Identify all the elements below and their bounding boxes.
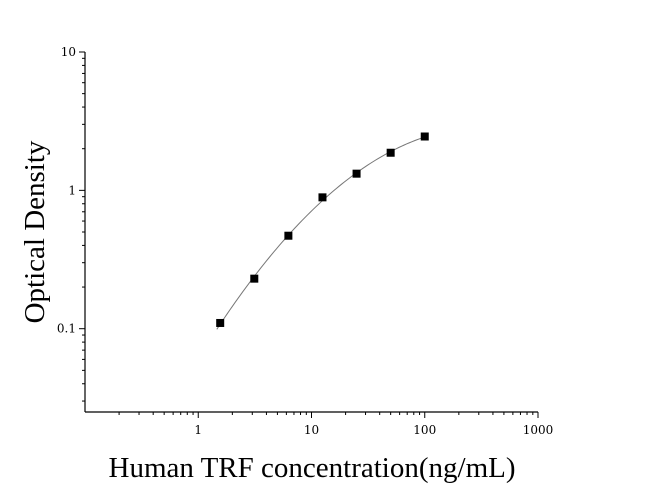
data-point: [386, 148, 395, 157]
x-axis-ticks: 1 10 100 1000: [118, 412, 554, 437]
fit-curve-group: [216, 136, 425, 330]
data-point: [420, 132, 429, 141]
y-axis-ticks: 0.1 1 10: [57, 45, 85, 402]
x-tick-label: 1000: [523, 423, 554, 437]
data-point: [250, 274, 259, 283]
y-tick-label: 10: [61, 45, 76, 59]
y-tick-label: 0.1: [57, 322, 76, 336]
data-point: [318, 193, 327, 202]
x-tick-label: 1: [194, 423, 202, 437]
x-tick-label: 10: [304, 423, 319, 437]
x-tick-label: 100: [413, 423, 436, 437]
data-points: [216, 132, 429, 327]
fit-curve: [216, 136, 425, 330]
data-point: [352, 169, 361, 178]
axes: [84, 52, 538, 413]
data-point: [284, 231, 293, 240]
x-axis-label: Human TRF concentration(ng/mL): [109, 452, 516, 484]
y-tick-label: 1: [68, 183, 76, 197]
data-point: [216, 318, 225, 327]
y-axis-label: Optical Density: [19, 140, 51, 323]
